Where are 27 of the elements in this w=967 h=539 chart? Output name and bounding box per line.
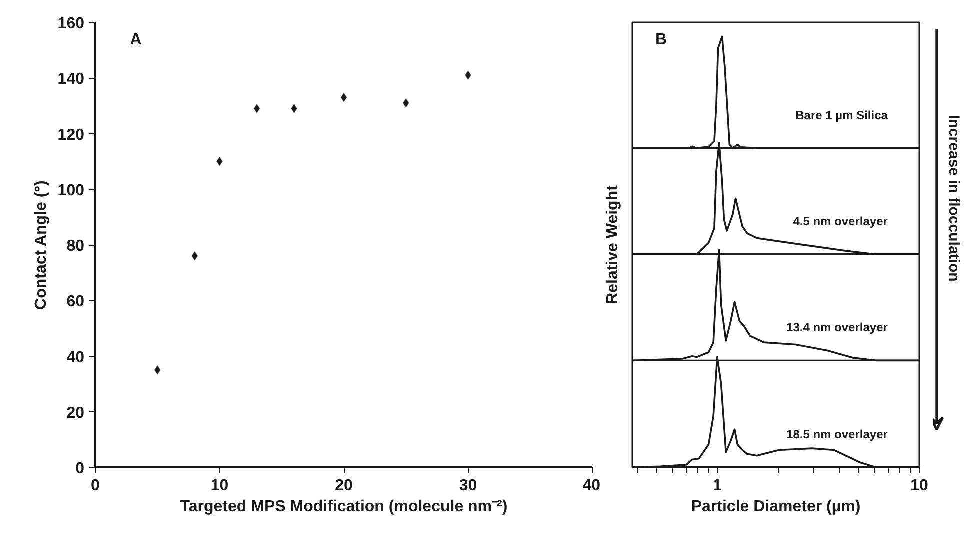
- y-tick-label: 120: [58, 126, 85, 144]
- x-tick-label: 40: [582, 478, 601, 494]
- text: Bare 1 µm Silica: [796, 108, 888, 122]
- series-label: 4.5 nm overlayer: [793, 214, 888, 228]
- x-tick-label: 0: [91, 478, 100, 494]
- x-tick-label: 20: [335, 478, 353, 494]
- y-tick-label: 140: [58, 71, 85, 88]
- x-axis-title: Particle Diameter (µm): [691, 498, 861, 516]
- y-axis-title: Contact Angle (°): [32, 180, 50, 310]
- annotation: A: [130, 32, 142, 48]
- y-tick-label: 80: [66, 238, 85, 255]
- y-tick-label: 100: [58, 182, 85, 200]
- series-label: 18.5 nm overlayer: [786, 428, 888, 442]
- series-label: 13.4 nm overlayer: [786, 320, 888, 335]
- y-tick-label: 0: [76, 460, 85, 478]
- x-tick-label: 10: [910, 478, 928, 494]
- y-tick-label: 40: [66, 349, 85, 366]
- y-tick-label: 160: [58, 16, 85, 32]
- x-axis-title: Targeted MPS Modification (molecule nm⁻²): [180, 498, 508, 516]
- x-tick-label: 1: [712, 478, 722, 494]
- annotation: B: [655, 32, 668, 48]
- x-tick-label: 10: [210, 478, 229, 494]
- y-axis-title: Relative Weight: [604, 184, 622, 304]
- x-tick-label: 30: [459, 478, 478, 494]
- y-tick-label: 20: [66, 404, 85, 422]
- text: Increase in flocculation: [945, 115, 962, 282]
- y-tick-label: 60: [66, 294, 85, 311]
